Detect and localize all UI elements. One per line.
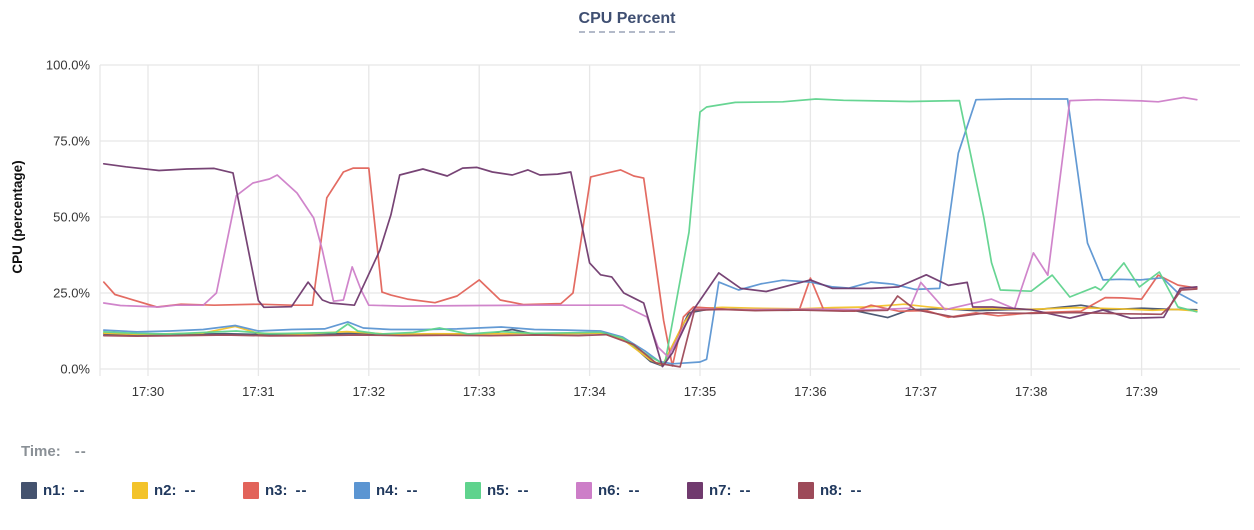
legend-item-n2[interactable]: n2: -- [132, 481, 197, 499]
legend-value-n8: -- [850, 481, 863, 499]
legend-label-n2: n2: [154, 481, 177, 499]
x-tick-label: 17:34 [573, 384, 606, 399]
legend-item-n5[interactable]: n5: -- [465, 481, 530, 499]
x-tick-label: 17:35 [684, 384, 717, 399]
legend-value-n7: -- [739, 481, 752, 499]
legend-label-n4: n4: [376, 481, 399, 499]
legend-label-n5: n5: [487, 481, 510, 499]
legend-swatch-n6 [576, 481, 592, 499]
x-tick-label: 17:39 [1125, 384, 1158, 399]
legend-value-n3: -- [295, 481, 308, 499]
series-line-n3 [102, 167, 1198, 367]
time-value: -- [74, 443, 87, 460]
chart-title-text[interactable]: CPU Percent [578, 10, 676, 33]
legend-swatch-n8 [798, 481, 814, 499]
x-tick-label: 17:30 [132, 384, 165, 399]
cpu-line-chart: 100.0% 75.0% 50.0% 25.0% 0.0% 17:30 17:31 17:32… [10, 58, 1240, 399]
legend-item-n4[interactable]: n4: -- [354, 481, 419, 499]
legend-item-n6[interactable]: n6: -- [576, 481, 641, 499]
y-tick-label: 100.0% [46, 58, 91, 73]
series-line-n6 [102, 96, 1198, 358]
legend-value-n1: -- [73, 481, 86, 499]
x-tick-label: 17:36 [794, 384, 827, 399]
legend-value-n5: -- [517, 481, 530, 499]
x-tick-label: 17:37 [905, 384, 938, 399]
series-line-n5 [102, 98, 1198, 366]
legend-item-n7[interactable]: n7: -- [687, 481, 752, 499]
x-tick-label: 17:32 [353, 384, 386, 399]
legend-swatch-n1 [21, 481, 37, 499]
legend-swatch-n5 [465, 481, 481, 499]
legend-swatch-n3 [243, 481, 259, 499]
y-tick-label: 75.0% [53, 134, 90, 149]
legend-value-n2: -- [184, 481, 197, 499]
legend-swatch-n7 [687, 481, 703, 499]
series-line-n8 [102, 288, 1198, 368]
legend-label-n6: n6: [598, 481, 621, 499]
legend-value-n4: -- [406, 481, 419, 499]
legend-item-n8[interactable]: n8: -- [798, 481, 863, 499]
chart-legend: n1: -- n2: -- n3: -- n4: -- n5: -- n6: -- n7: -- n8: -- [0, 481, 1254, 507]
x-tick-label: 17:38 [1015, 384, 1048, 399]
time-row: Time: -- [21, 443, 87, 460]
series-line-n4 [102, 98, 1198, 365]
y-tick-label: 25.0% [53, 286, 90, 301]
legend-label-n7: n7: [709, 481, 732, 499]
series-line-n7 [102, 162, 1198, 368]
time-label: Time: [21, 443, 61, 460]
legend-item-n3[interactable]: n3: -- [243, 481, 308, 499]
x-tick-label: 17:33 [463, 384, 496, 399]
chart-title: CPU Percent [0, 10, 1254, 33]
x-tick-label: 17:31 [242, 384, 275, 399]
legend-swatch-n2 [132, 481, 148, 499]
legend-label-n1: n1: [43, 481, 66, 499]
legend-label-n8: n8: [820, 481, 843, 499]
y-tick-label: 0.0% [60, 362, 90, 377]
legend-swatch-n4 [354, 481, 370, 499]
legend-item-n1[interactable]: n1: -- [21, 481, 86, 499]
legend-label-n3: n3: [265, 481, 288, 499]
y-tick-label: 50.0% [53, 210, 90, 225]
y-axis-title: CPU (percentage) [10, 160, 25, 273]
legend-value-n6: -- [628, 481, 641, 499]
